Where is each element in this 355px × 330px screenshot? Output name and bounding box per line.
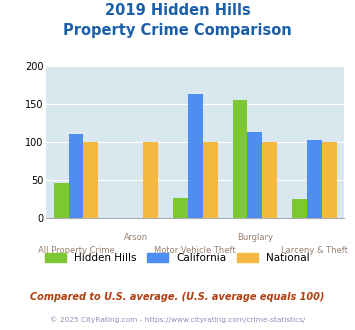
Text: All Property Crime: All Property Crime bbox=[38, 246, 114, 255]
Bar bbox=[173, 198, 188, 218]
Text: Larceny & Theft: Larceny & Theft bbox=[281, 246, 348, 255]
Bar bbox=[307, 140, 322, 218]
Legend: Hidden Hills, California, National: Hidden Hills, California, National bbox=[41, 248, 314, 267]
Text: 2019 Hidden Hills: 2019 Hidden Hills bbox=[105, 3, 250, 18]
Bar bbox=[247, 132, 262, 218]
Bar bbox=[292, 199, 307, 218]
Text: Motor Vehicle Theft: Motor Vehicle Theft bbox=[154, 246, 236, 255]
Text: Compared to U.S. average. (U.S. average equals 100): Compared to U.S. average. (U.S. average … bbox=[30, 292, 325, 302]
Bar bbox=[203, 142, 218, 218]
Text: Property Crime Comparison: Property Crime Comparison bbox=[63, 23, 292, 38]
Bar bbox=[83, 142, 98, 218]
Bar bbox=[188, 94, 203, 218]
Bar bbox=[262, 142, 277, 218]
Bar bbox=[69, 134, 83, 218]
Bar bbox=[143, 142, 158, 218]
Bar bbox=[233, 100, 247, 218]
Bar bbox=[322, 142, 337, 218]
Text: Burglary: Burglary bbox=[237, 233, 273, 242]
Text: Arson: Arson bbox=[124, 233, 148, 242]
Bar bbox=[54, 183, 69, 218]
Text: © 2025 CityRating.com - https://www.cityrating.com/crime-statistics/: © 2025 CityRating.com - https://www.city… bbox=[50, 317, 305, 323]
